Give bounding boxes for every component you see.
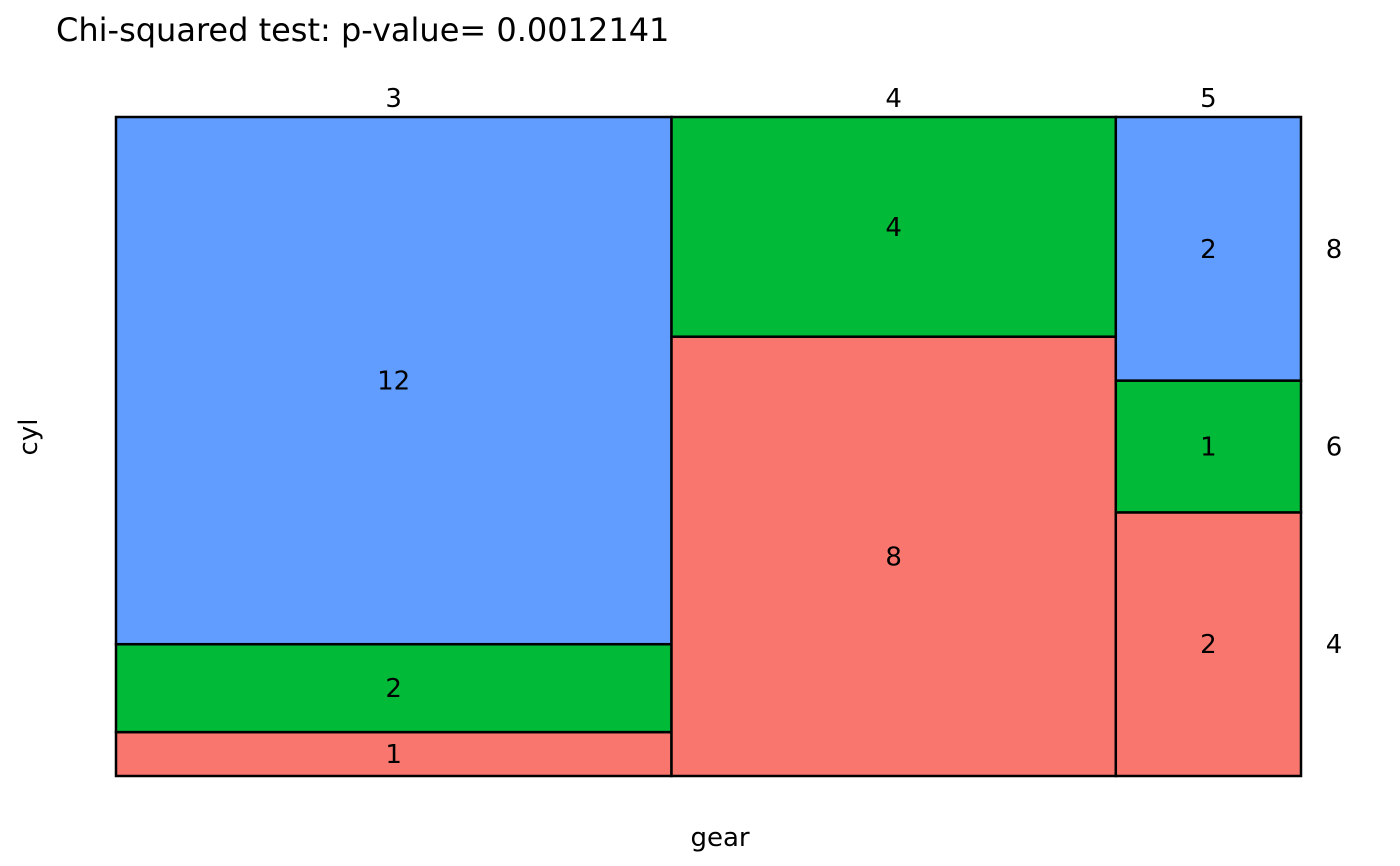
mosaic-cell-gear5-cyl8 bbox=[1114, 115, 1303, 382]
cell-count-label-gear3-cyl4: 1 bbox=[385, 740, 402, 770]
mosaic-cell-gear4-cyl6 bbox=[670, 115, 1118, 338]
cell-count-label-gear3-cyl6: 2 bbox=[385, 674, 402, 704]
mosaic-cell-gear5-cyl6 bbox=[1114, 379, 1303, 514]
x-tick-label-4: 4 bbox=[885, 84, 902, 114]
mosaic-cell-gear3-cyl4 bbox=[114, 730, 673, 778]
mosaic-cell-gear5-cyl4 bbox=[1114, 511, 1303, 778]
y-tick-label-4: 4 bbox=[1326, 630, 1343, 660]
y-tick-label-8: 8 bbox=[1326, 235, 1343, 265]
cell-count-label-gear4-cyl6: 4 bbox=[885, 213, 902, 243]
x-tick-label-3: 3 bbox=[385, 84, 402, 114]
x-axis-label: gear bbox=[690, 823, 749, 853]
y-axis-label: cyl bbox=[14, 419, 44, 456]
cell-count-label-gear5-cyl4: 2 bbox=[1200, 630, 1217, 660]
mosaic-cell-gear3-cyl8 bbox=[114, 115, 673, 646]
x-tick-label-5: 5 bbox=[1200, 84, 1217, 114]
cell-count-label-gear3-cyl8: 12 bbox=[377, 367, 410, 397]
chart-title: Chi-squared test: p-value= 0.0012141 bbox=[56, 11, 669, 49]
y-tick-label-6: 6 bbox=[1326, 433, 1343, 463]
mosaic-cell-gear3-cyl6 bbox=[114, 642, 673, 734]
mosaic-cell-gear4-cyl4 bbox=[670, 335, 1118, 778]
cell-count-label-gear5-cyl6: 1 bbox=[1200, 433, 1217, 463]
cell-count-label-gear5-cyl8: 2 bbox=[1200, 235, 1217, 265]
cell-count-label-gear4-cyl4: 8 bbox=[885, 542, 902, 572]
